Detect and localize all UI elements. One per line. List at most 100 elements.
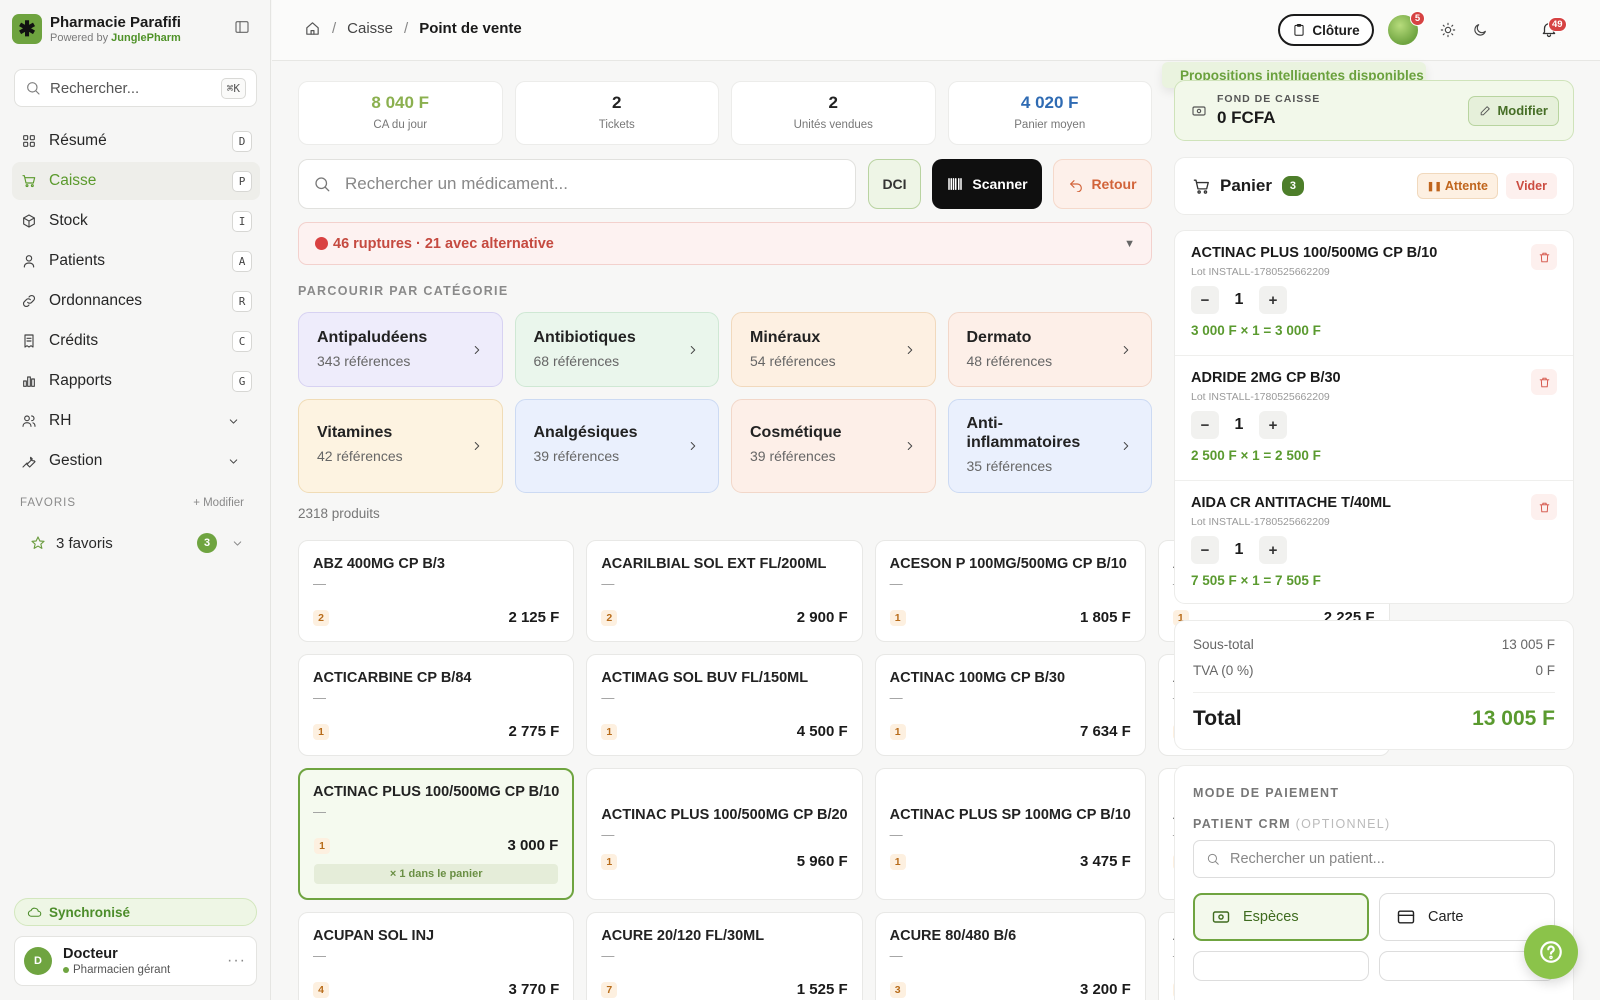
- sidebar-item-rapports[interactable]: Rapports G: [12, 362, 260, 400]
- cart-totals: Sous-total 13 005 F TVA (0 %) 0 F Total 13 …: [1174, 620, 1574, 750]
- category-card[interactable]: Minéraux 54 références: [731, 312, 936, 387]
- moon-icon[interactable]: [1472, 22, 1488, 38]
- product-card[interactable]: ACTINAC PLUS 100/500MG CP B/20 — 1 5 960 F: [586, 768, 863, 900]
- category-card[interactable]: Anti-inflammatoires 35 références: [947, 399, 1152, 493]
- kpi-card: 2 Tickets: [514, 81, 719, 145]
- sidebar-item-caisse[interactable]: Caisse P: [12, 162, 260, 200]
- sidebar-item-label: Patients: [49, 252, 106, 269]
- scanner-button[interactable]: Scanner: [932, 159, 1042, 209]
- sun-icon[interactable]: [1440, 22, 1456, 38]
- trash-icon[interactable]: [1531, 494, 1557, 520]
- edit-fond-label: Modifier: [1497, 103, 1548, 118]
- patient-search-input[interactable]: Rechercher un patient...: [1193, 840, 1555, 878]
- cart-item-qty[interactable]: 1: [1234, 416, 1244, 433]
- kpi-label: Panier moyen: [1014, 119, 1086, 131]
- product-name: ABZ 400MG CP B/3: [313, 556, 445, 572]
- category-card[interactable]: Vitamines 42 références: [298, 399, 503, 493]
- fond-value: 0 FCFA: [1217, 108, 1276, 127]
- clear-cart-button[interactable]: Vider: [1505, 173, 1557, 199]
- sidebar-item-label: RH: [49, 412, 72, 429]
- sidebar-item-rh[interactable]: RH: [12, 402, 260, 440]
- help-chat-button[interactable]: [1524, 925, 1578, 979]
- category-card[interactable]: Analgésiques 39 références: [514, 399, 719, 493]
- sidebar-toggle-icon[interactable]: [234, 19, 250, 35]
- decrease-qty-button[interactable]: −: [1191, 411, 1219, 439]
- product-price: 1 525 F: [796, 981, 848, 998]
- cart-item-lot: Lot INSTALL-1780525662209: [1191, 516, 1330, 528]
- hold-button[interactable]: ❚❚ Attente: [1416, 173, 1498, 199]
- edit-fond-button[interactable]: Modifier: [1468, 95, 1559, 126]
- cart-item-qty[interactable]: 1: [1234, 541, 1244, 558]
- breadcrumb-caisse[interactable]: Caisse: [347, 20, 394, 37]
- product-card[interactable]: ACTINAC PLUS SP 100MG CP B/10 — 1 3 475 F: [874, 768, 1146, 900]
- category-card[interactable]: Cosmétique 39 références: [731, 399, 936, 493]
- kpi-card: 4 020 F Panier moyen: [947, 81, 1152, 145]
- stockout-alert[interactable]: 46 ruptures · 21 avec alternative ▼: [298, 222, 1152, 265]
- tva-label: TVA (0 %): [1193, 663, 1254, 678]
- cloture-button[interactable]: Clôture: [1278, 14, 1374, 46]
- payment-method-button[interactable]: [1193, 951, 1369, 981]
- product-price: 2 775 F: [508, 723, 560, 740]
- favorites-toggle[interactable]: 3 favoris 3: [20, 530, 244, 556]
- payment-cash-button[interactable]: Espèces: [1193, 893, 1369, 941]
- decrease-qty-button[interactable]: −: [1191, 536, 1219, 564]
- product-card[interactable]: ABZ 400MG CP B/3 — 2 2 125 F: [298, 540, 575, 642]
- product-name: ACTINAC 100MG CP B/30: [889, 670, 1066, 686]
- product-card[interactable]: ACTINAC PLUS 100/500MG CP B/10 — 1 3 000 F ×…: [298, 768, 575, 900]
- cart-item-name: ACTINAC PLUS 100/500MG CP B/10: [1191, 245, 1438, 261]
- product-name: ACESON P 100MG/500MG CP B/10: [889, 556, 1127, 572]
- trash-icon[interactable]: [1531, 369, 1557, 395]
- product-card[interactable]: ACTICARBINE CP B/84 — 1 2 775 F: [298, 654, 575, 756]
- product-card[interactable]: ACESON P 100MG/500MG CP B/10 — 1 1 805 F: [874, 540, 1146, 642]
- sidebar-search[interactable]: Rechercher... ⌘K: [14, 69, 257, 107]
- cart-item-qty[interactable]: 1: [1234, 291, 1244, 308]
- home-icon[interactable]: [304, 20, 321, 37]
- category-card[interactable]: Antibiotiques 68 références: [514, 312, 719, 387]
- product-card[interactable]: ACURE 80/480 B/6 — 3 3 200 F: [874, 912, 1146, 1000]
- product-price: 3 000 F: [507, 837, 559, 854]
- more-options-icon[interactable]: ···: [227, 952, 246, 969]
- increase-qty-button[interactable]: +: [1259, 536, 1287, 564]
- sidebar-item-gestion[interactable]: Gestion: [12, 442, 260, 480]
- favorites-edit-link[interactable]: + Modifier: [193, 497, 244, 509]
- payment-method-label: Carte: [1428, 909, 1464, 925]
- trash-icon[interactable]: [1531, 244, 1557, 270]
- brand-name: Pharmacie Parafifi: [50, 14, 181, 31]
- cart-header: Panier 3 ❚❚ Attente Vider: [1174, 157, 1574, 215]
- retour-button[interactable]: Retour: [1053, 159, 1152, 209]
- cart-title: Panier: [1220, 176, 1272, 195]
- retour-label: Retour: [1091, 176, 1137, 192]
- sidebar-item-credits[interactable]: Crédits C: [12, 322, 260, 360]
- increase-qty-button[interactable]: +: [1259, 411, 1287, 439]
- product-search-input[interactable]: Rechercher un médicament...: [298, 159, 856, 209]
- breadcrumb: / Caisse / Point de vente: [304, 20, 522, 37]
- category-card[interactable]: Antipaludéens 343 références: [298, 312, 503, 387]
- payment-card-button[interactable]: Carte: [1379, 893, 1555, 941]
- sidebar-item-stock[interactable]: Stock I: [12, 202, 260, 240]
- cart-item-total: 2 500 F × 1 = 2 500 F: [1191, 448, 1321, 463]
- product-card[interactable]: ACARILBIAL SOL EXT FL/200ML — 2 2 900 F: [586, 540, 863, 642]
- sidebar-item-resume[interactable]: Résumé D: [12, 122, 260, 160]
- product-card[interactable]: ACURE 20/120 FL/30ML — 7 1 525 F: [586, 912, 863, 1000]
- category-count: 39 références: [533, 448, 620, 464]
- kpi-row: 8 040 F CA du jour 2 Tickets 2 Unités ve…: [298, 81, 1152, 145]
- user-card[interactable]: D Docteur Pharmacien gérant ···: [14, 936, 257, 986]
- category-name: Vitamines: [317, 424, 393, 441]
- kpi-label: Tickets: [598, 119, 635, 131]
- product-card[interactable]: ACUPAN SOL INJ — 4 3 770 F: [298, 912, 575, 1000]
- product-card[interactable]: ACTIMAG SOL BUV FL/150ML — 1 4 500 F: [586, 654, 863, 756]
- cart-icon: [22, 175, 36, 188]
- stock-qty-badge: 7: [601, 981, 618, 998]
- sidebar-item-patients[interactable]: Patients A: [12, 242, 260, 280]
- sync-status: Synchronisé: [14, 898, 257, 926]
- product-price: 7 634 F: [1079, 723, 1131, 740]
- increase-qty-button[interactable]: +: [1259, 286, 1287, 314]
- product-card[interactable]: ACTINAC 100MG CP B/30 — 1 7 634 F: [874, 654, 1146, 756]
- payment-methods: Espèces Carte: [1193, 893, 1555, 981]
- decrease-qty-button[interactable]: −: [1191, 286, 1219, 314]
- sidebar-item-ordonnances[interactable]: Ordonnances R: [12, 282, 260, 320]
- category-card[interactable]: Dermato 48 références: [947, 312, 1152, 387]
- theme-switch[interactable]: [1432, 14, 1496, 46]
- dci-button[interactable]: DCI: [868, 159, 921, 209]
- brand[interactable]: ✱ Pharmacie Parafifi Powered by JunglePh…: [12, 11, 181, 47]
